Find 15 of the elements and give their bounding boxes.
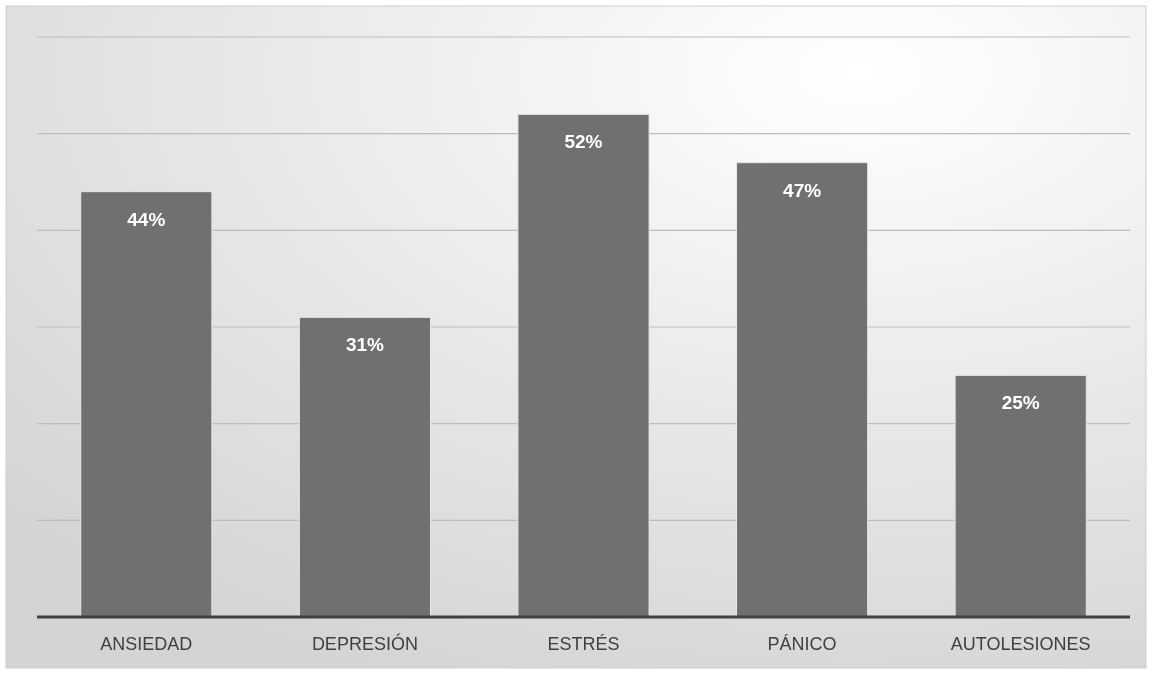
x-tick-label: ANSIEDAD	[100, 634, 193, 654]
data-label: 44%	[127, 208, 166, 230]
data-label: 52%	[564, 131, 603, 153]
bar	[80, 191, 213, 618]
bar	[298, 316, 431, 618]
bar	[517, 113, 650, 618]
x-tick-label: AUTOLESIONES	[950, 634, 1091, 654]
data-label: 47%	[783, 179, 822, 201]
data-label: 25%	[1001, 392, 1040, 414]
bar	[954, 374, 1087, 618]
x-tick-label: ESTRÉS	[547, 634, 620, 654]
x-tick-label: DEPRESIÓN	[311, 633, 418, 654]
x-tick-label: PÁNICO	[767, 634, 837, 654]
data-label: 31%	[345, 334, 385, 356]
bar	[736, 162, 869, 618]
